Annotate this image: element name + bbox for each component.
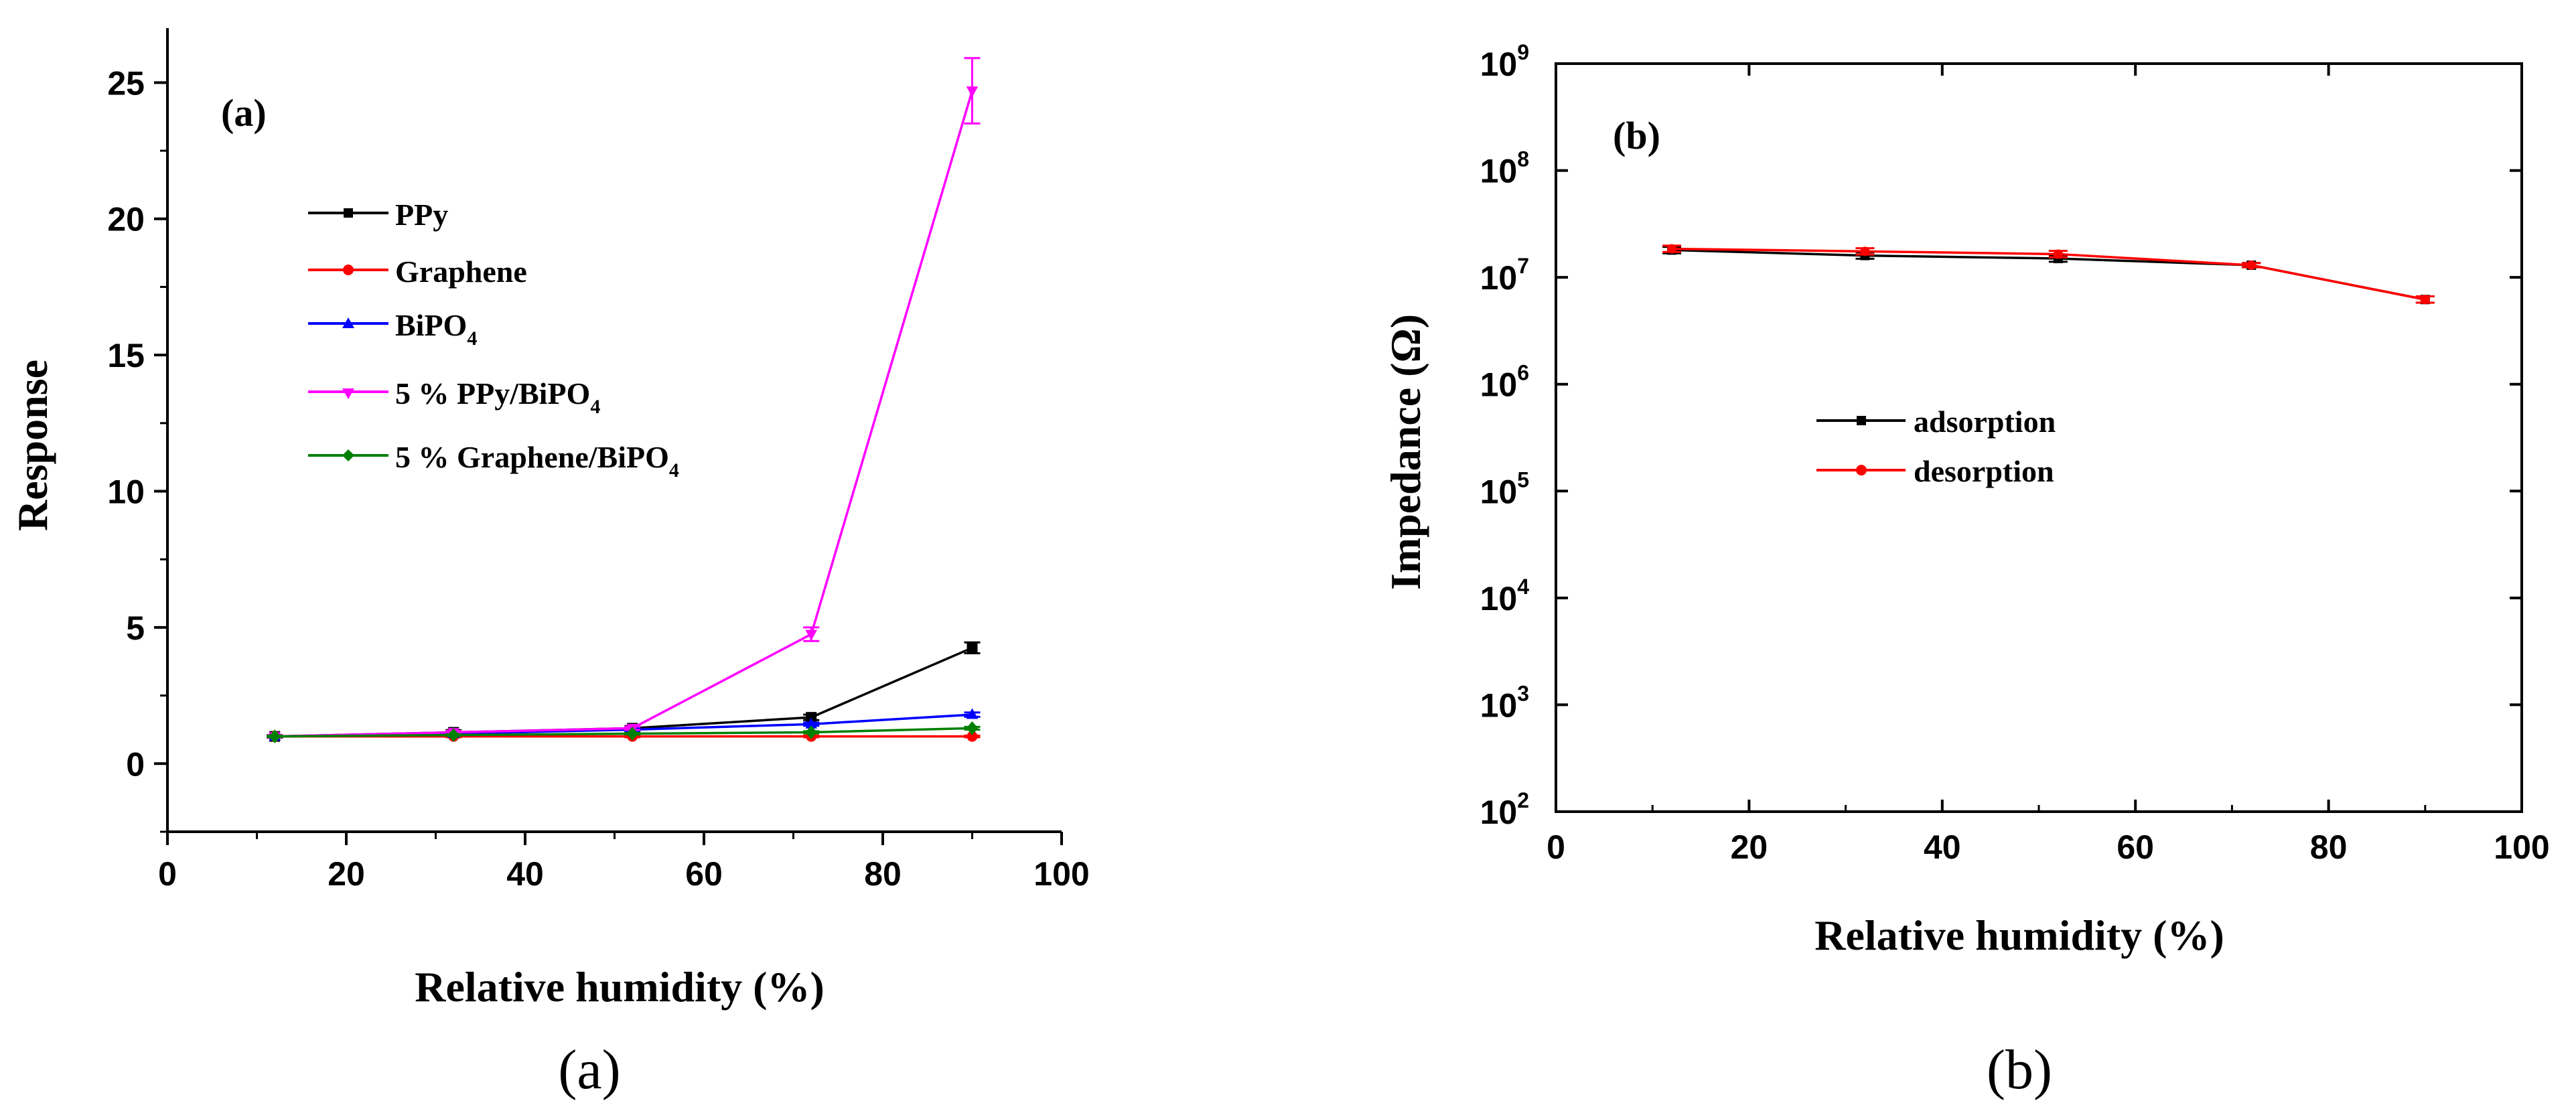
legend-marker-graphene bbox=[343, 265, 354, 275]
legend-label-bipo4: BiPO4 bbox=[395, 308, 477, 350]
panel-a-y-tick-label: 10 bbox=[107, 473, 145, 511]
panel-b-y-tick-label: 106 bbox=[1480, 361, 1529, 404]
panel-b-y-tick-label: 109 bbox=[1480, 40, 1529, 83]
data-point-5-ppy-bipo4 bbox=[805, 630, 817, 641]
panel-b-x-tick-label: 20 bbox=[1731, 828, 1768, 866]
legend-label-graphene-bipo4: 5 % Graphene/BiPO4 bbox=[395, 440, 679, 482]
panel-a-y-tick-label: 0 bbox=[126, 745, 145, 783]
panel-a-y-tick-label: 25 bbox=[107, 64, 145, 102]
panel-b-y-tick-label: 107 bbox=[1480, 254, 1529, 297]
panel-b-tag: (b) bbox=[1613, 114, 1660, 157]
legend-label-desorption: desorption bbox=[1914, 454, 2054, 488]
panel-b-caption: (b) bbox=[1987, 1039, 2052, 1101]
data-point-ppy bbox=[806, 712, 817, 723]
data-point-desorption bbox=[2420, 295, 2430, 305]
data-point-desorption bbox=[1667, 244, 1677, 254]
panel-a-x-tick-label: 60 bbox=[685, 855, 723, 893]
panel-b-x-tick-label: 80 bbox=[2310, 828, 2348, 866]
panel-b-x-tick-label: 40 bbox=[1924, 828, 1961, 866]
series-5-graphene-bipo4 bbox=[267, 721, 981, 744]
legend-label-adsorption: adsorption bbox=[1914, 404, 2056, 439]
data-point-5-graphene-bipo4 bbox=[626, 727, 638, 741]
panel-b-y-tick-label: 102 bbox=[1480, 788, 1529, 831]
panel-b-y-tick-label: 108 bbox=[1480, 147, 1529, 190]
data-point-graphene bbox=[967, 731, 978, 742]
panel-a-chart: 0 20 40 60 80 100 0 5 10 15 20 25 (a) PPy Graphene… bbox=[9, 28, 1090, 1101]
legend-item-graphene: Graphene bbox=[308, 254, 527, 289]
panel-b-x-tick-label: 100 bbox=[2494, 828, 2549, 866]
legend-item-desorption: desorption bbox=[1816, 454, 2054, 488]
panel-a-caption: (a) bbox=[558, 1039, 620, 1101]
legend-label-graphene: Graphene bbox=[395, 254, 527, 289]
legend-marker-desorption bbox=[1856, 465, 1867, 475]
panel-b-y-tick-label: 105 bbox=[1480, 467, 1529, 510]
legend-item-ppy-bipo4: 5 % PPy/BiPO4 bbox=[308, 376, 600, 418]
panel-b-y-axis-title: Impedance (Ω) bbox=[1382, 314, 1429, 590]
legend-marker-ppy bbox=[344, 208, 353, 218]
panel-a-legend: PPy Graphene BiPO4 5 % PPy/BiPO4 5 % Gra bbox=[308, 198, 679, 482]
panel-a-x-axis-title: Relative humidity (%) bbox=[415, 963, 825, 1011]
panel-b-chart: 0 20 40 60 80 100 102 103 104 105 106 107 108 109 (b… bbox=[1382, 40, 2550, 1101]
data-point-desorption bbox=[1860, 246, 1870, 256]
data-point-desorption bbox=[2053, 249, 2063, 259]
panel-a-x-tick-label: 40 bbox=[506, 855, 544, 893]
legend-marker-bipo4 bbox=[342, 317, 354, 328]
data-point-5-graphene-bipo4 bbox=[447, 728, 459, 742]
panel-b-x-axis-title: Relative humidity (%) bbox=[1814, 911, 2224, 959]
panel-b-y-tick-label: 103 bbox=[1480, 681, 1529, 724]
series-desorption bbox=[1662, 244, 2435, 305]
legend-item-bipo4: BiPO4 bbox=[308, 308, 477, 350]
panel-a-y-ticks: 0 5 10 15 20 25 bbox=[107, 64, 167, 833]
panel-a-y-tick-label: 5 bbox=[126, 609, 145, 647]
legend-item-adsorption: adsorption bbox=[1816, 404, 2056, 439]
legend-marker-ppy-bipo4 bbox=[342, 388, 354, 399]
panel-b-y-tick-label: 104 bbox=[1480, 575, 1530, 617]
data-point-5-graphene-bipo4 bbox=[966, 721, 979, 735]
legend-item-ppy: PPy bbox=[308, 198, 448, 232]
panel-b-x-tick-label: 0 bbox=[1547, 828, 1565, 866]
panel-a-x-ticks: 0 20 40 60 80 100 bbox=[158, 832, 1090, 893]
panel-a-series bbox=[267, 57, 981, 744]
panel-a-x-tick-label: 20 bbox=[328, 855, 365, 893]
legend-label-ppy-bipo4: 5 % PPy/BiPO4 bbox=[395, 376, 600, 418]
data-point-desorption bbox=[2246, 260, 2257, 270]
data-point-bipo4 bbox=[966, 708, 979, 719]
panel-b-x-tick-label: 60 bbox=[2117, 828, 2154, 866]
panel-a-x-tick-label: 100 bbox=[1033, 855, 1089, 893]
panel-b-x-ticks: 0 20 40 60 80 100 bbox=[1547, 64, 2550, 866]
panel-b-series bbox=[1662, 244, 2435, 305]
legend-item-graphene-bipo4: 5 % Graphene/BiPO4 bbox=[308, 440, 679, 482]
legend-marker-graphene-bipo4 bbox=[342, 449, 354, 461]
panel-a-y-axis-title: Response bbox=[9, 360, 56, 531]
legend-label-ppy: PPy bbox=[395, 198, 448, 232]
panel-a-tag: (a) bbox=[221, 91, 267, 135]
legend-marker-adsorption bbox=[1857, 416, 1866, 425]
panel-a-x-tick-label: 0 bbox=[158, 855, 177, 893]
data-point-5-graphene-bipo4 bbox=[805, 725, 817, 739]
data-point-5-graphene-bipo4 bbox=[269, 729, 281, 744]
panel-a-x-tick-label: 80 bbox=[864, 855, 902, 893]
panel-b-y-ticks: 102 103 104 105 106 107 108 109 bbox=[1480, 40, 2522, 831]
data-point-5-ppy-bipo4 bbox=[966, 86, 979, 98]
data-point-ppy bbox=[967, 642, 978, 654]
data-point-bipo4 bbox=[805, 717, 817, 729]
panel-a-y-tick-label: 15 bbox=[107, 337, 145, 374]
panel-a-y-tick-label: 20 bbox=[107, 201, 145, 238]
panel-b-legend: adsorption desorption bbox=[1816, 404, 2056, 488]
